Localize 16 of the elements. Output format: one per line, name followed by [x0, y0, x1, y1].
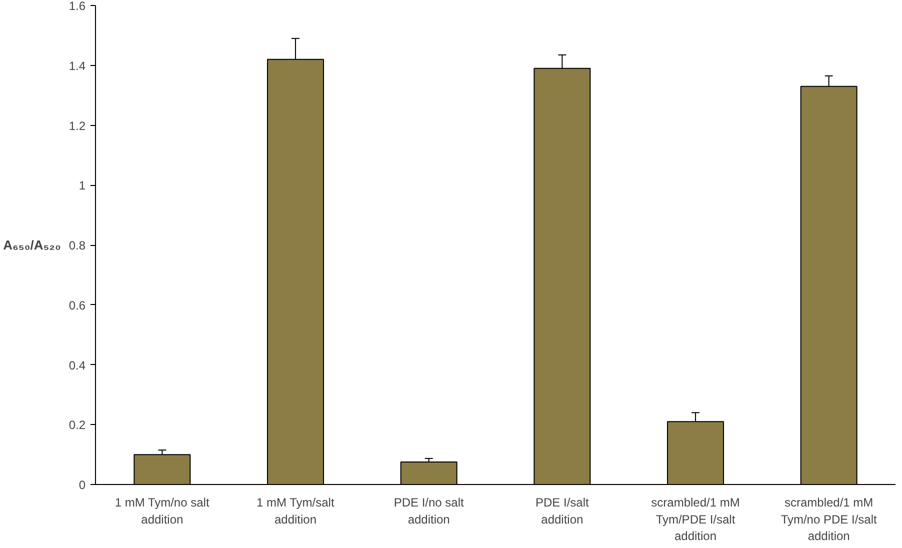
y-tick-label: 0.8	[68, 238, 86, 252]
y-tick-label: 1.6	[68, 0, 86, 13]
x-tick-label: scrambled/1 mM Tym/no PDE I/salt addition	[780, 496, 878, 544]
x-tick-label: 1 mM Tym/salt addition	[256, 496, 335, 526]
y-axis-title: A₆₅₀/A₅₂₀	[3, 238, 61, 252]
y-tick-label: 1.2	[68, 118, 86, 133]
y-tick-label: 0.2	[68, 418, 86, 432]
x-tick-label: 1 mM Tym/no salt addition	[114, 496, 210, 526]
y-tick-label: 0	[78, 478, 86, 492]
x-tick-label: PDE I/salt addition	[535, 496, 590, 526]
x-tick-label: scrambled/1 mM Tym/PDE I/salt addition	[651, 496, 740, 544]
y-tick-label: 0.6	[68, 298, 86, 312]
y-tick-label: 1	[78, 178, 86, 193]
x-tick-label: PDE I/no salt addition	[394, 496, 465, 526]
y-tick-label: 0.4	[68, 358, 86, 372]
y-tick-label: 1.4	[68, 58, 86, 73]
